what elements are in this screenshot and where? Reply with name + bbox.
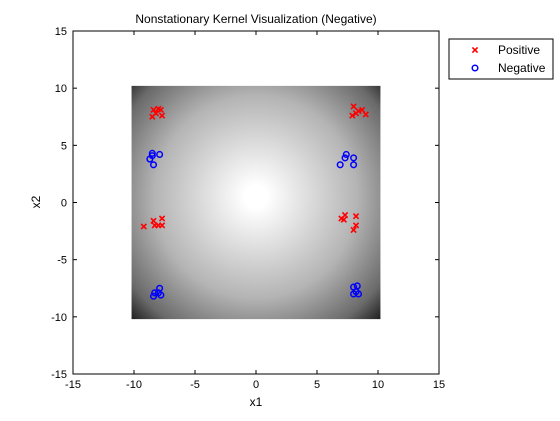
positive-point xyxy=(362,111,369,118)
negative-point xyxy=(156,150,164,159)
positive-point xyxy=(352,222,360,229)
positive-point xyxy=(158,112,166,119)
legend-label-positive: Positive xyxy=(498,43,540,57)
y-axis-label: x2 xyxy=(29,195,43,208)
negative-point xyxy=(350,161,358,169)
x-tick-label: 10 xyxy=(372,379,384,391)
legend-marker-positive xyxy=(471,46,479,54)
y-tick-label: 10 xyxy=(55,83,67,95)
y-tick-label: -10 xyxy=(51,312,67,324)
legend-entry-positive: Positive xyxy=(471,43,540,57)
negative-point xyxy=(149,292,158,300)
axes-frame xyxy=(72,30,440,375)
negative-point xyxy=(352,288,360,296)
y-tick-label: 5 xyxy=(61,140,67,152)
series-positive xyxy=(140,103,369,234)
x-tick-label: 15 xyxy=(433,379,445,391)
heatmap-layer xyxy=(131,85,381,320)
legend-box xyxy=(448,38,554,80)
positive-point xyxy=(158,222,166,229)
series-negative xyxy=(146,149,363,300)
positive-point xyxy=(350,103,357,110)
y-tick-label: 15 xyxy=(55,26,67,38)
positive-point xyxy=(338,215,345,222)
positive-point xyxy=(149,113,156,120)
points-layer xyxy=(140,103,369,300)
negative-point xyxy=(350,154,358,162)
legend-marker-negative xyxy=(471,64,479,72)
positive-point xyxy=(140,223,147,230)
positive-point xyxy=(350,226,357,234)
negative-point xyxy=(336,161,344,169)
x-axis-label: x1 xyxy=(250,395,263,409)
negative-point xyxy=(341,154,349,162)
negative-point xyxy=(151,289,159,297)
x-tick-label: -15 xyxy=(65,379,81,391)
positive-point xyxy=(157,106,165,114)
negative-point xyxy=(148,149,156,157)
negative-point xyxy=(157,291,165,299)
negative-point xyxy=(342,150,350,159)
legend-label-negative: Negative xyxy=(498,61,546,75)
legend: Positive Negative xyxy=(448,38,554,80)
positive-point xyxy=(158,215,166,222)
y-tick-label: -15 xyxy=(51,369,67,381)
negative-point xyxy=(149,161,158,169)
positive-point xyxy=(151,222,158,229)
x-tick-label: 0 xyxy=(253,379,259,391)
positive-point xyxy=(150,217,157,224)
x-tick-label: 5 xyxy=(314,379,320,391)
negative-point xyxy=(156,284,164,292)
negative-point xyxy=(148,152,156,160)
positive-point xyxy=(352,213,360,220)
chart-title: Nonstationary Kernel Visualization (Nega… xyxy=(135,12,376,26)
y-tick-label: 0 xyxy=(61,198,67,210)
x-tick-label: -10 xyxy=(126,379,142,391)
positive-point xyxy=(352,110,360,117)
y-tick-label: -5 xyxy=(57,255,67,267)
legend-entry-negative: Negative xyxy=(471,61,546,75)
kernel-heatmap xyxy=(131,85,381,320)
x-tick-label: -5 xyxy=(190,379,200,391)
positive-point xyxy=(349,112,356,119)
